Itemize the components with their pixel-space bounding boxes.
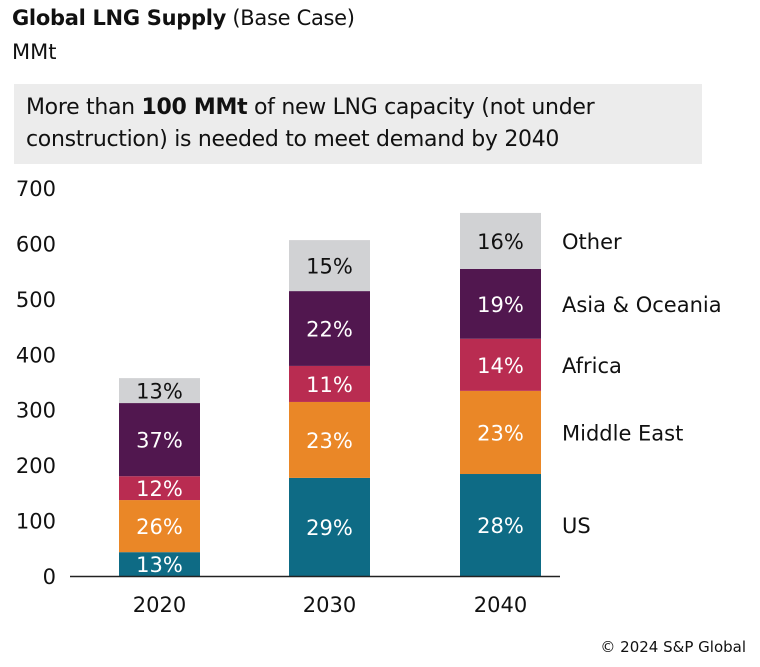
data-label: 28% (477, 514, 524, 538)
y-tick-label: 0 (43, 565, 56, 589)
bar-segment (460, 390, 541, 475)
bar-segment (119, 500, 200, 553)
data-label: 13% (136, 380, 183, 404)
data-label: 13% (136, 553, 183, 577)
series-label: US (562, 514, 591, 538)
series-label: Middle East (562, 421, 683, 445)
data-label: 12% (136, 477, 183, 501)
x-tick-label: 2030 (303, 593, 356, 617)
data-label: 19% (477, 293, 524, 317)
bar-segment (289, 291, 370, 366)
y-tick-label: 400 (16, 343, 56, 367)
callout-box: More than 100 MMt of new LNG capacity (n… (14, 84, 702, 164)
title-bold: Global LNG Supply (12, 6, 227, 30)
bar-segment (460, 212, 541, 269)
y-tick-label: 700 (16, 177, 56, 201)
data-label: 37% (136, 429, 183, 453)
data-label: 26% (136, 515, 183, 539)
data-label: 29% (306, 516, 353, 540)
y-tick-label: 600 (16, 232, 56, 256)
callout-bold: 100 MMt (141, 95, 248, 120)
bar-segment (289, 477, 370, 576)
callout-post: of new LNG capacity (not under construct… (26, 95, 595, 152)
bar-segment (460, 338, 541, 391)
series-label: Other (562, 230, 622, 254)
data-label: 22% (306, 318, 353, 342)
data-label: 23% (477, 421, 524, 445)
data-label: 11% (306, 373, 353, 397)
bar-segment (460, 268, 541, 339)
y-tick-label: 200 (16, 454, 56, 478)
copyright: © 2024 S&P Global (600, 638, 746, 656)
bar-segment (119, 378, 200, 404)
bar-segment (119, 403, 200, 477)
bar-segment (119, 552, 200, 576)
y-tick-label: 500 (16, 288, 56, 312)
data-label: 14% (477, 354, 524, 378)
bar-segment (460, 474, 541, 576)
x-tick-label: 2020 (133, 593, 186, 617)
data-label: 15% (306, 255, 353, 279)
bar-segment (119, 476, 200, 501)
bar-segment (289, 401, 370, 478)
callout-pre: More than (26, 95, 142, 120)
x-tick-label: 2040 (474, 593, 527, 617)
y-tick-label: 100 (16, 510, 56, 534)
series-label: Asia & Oceania (562, 293, 722, 317)
unit-label: MMt (12, 40, 57, 64)
chart-title: Global LNG Supply (Base Case) (12, 6, 355, 30)
y-tick-label: 300 (16, 399, 56, 423)
bar-segment (289, 240, 370, 292)
data-label: 23% (306, 429, 353, 453)
data-label: 16% (477, 230, 524, 254)
bar-segment (289, 365, 370, 402)
series-label: Africa (562, 354, 622, 378)
title-rest: (Base Case) (226, 6, 355, 30)
